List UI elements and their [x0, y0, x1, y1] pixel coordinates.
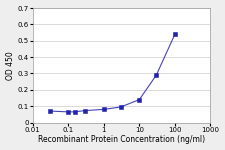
X-axis label: Recombinant Protein Concentration (ng/ml): Recombinant Protein Concentration (ng/ml…	[38, 135, 205, 144]
Y-axis label: OD 450: OD 450	[6, 51, 15, 80]
